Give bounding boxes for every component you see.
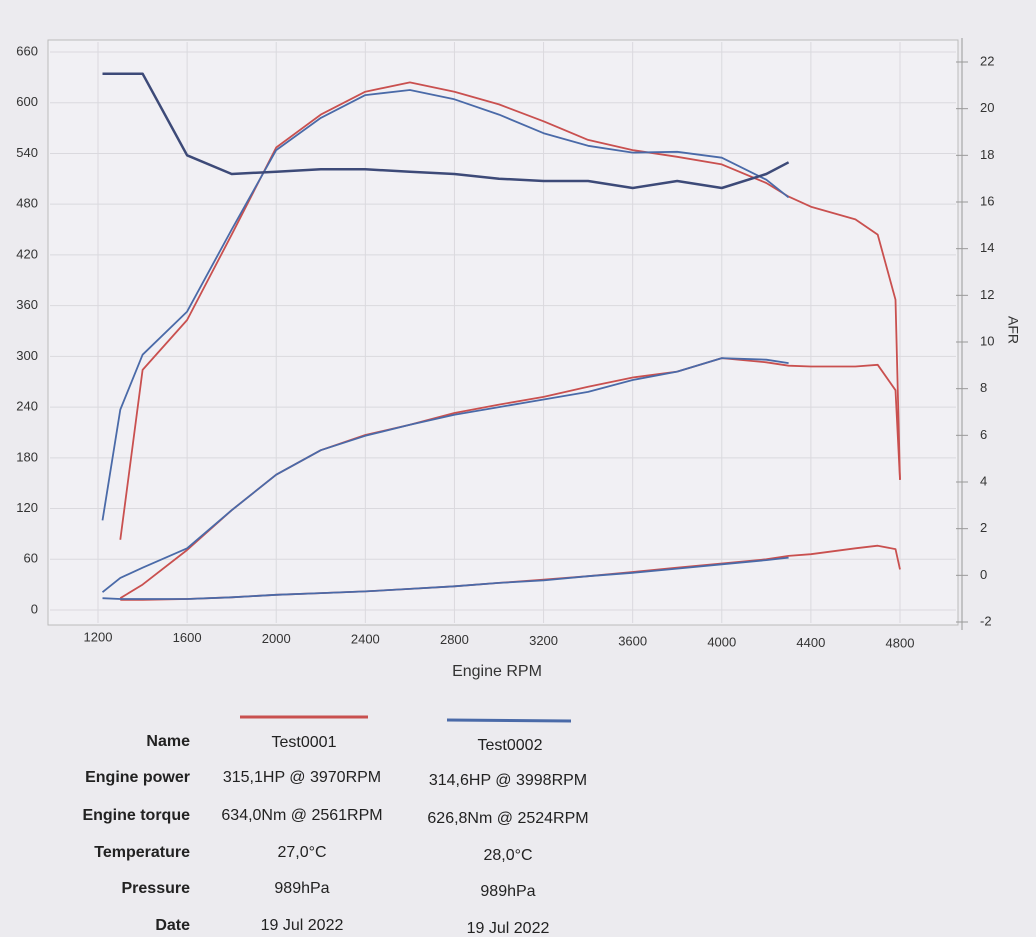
series-line (101, 357, 789, 593)
x-tick-label: 1200 (84, 629, 113, 644)
series-line (102, 556, 789, 600)
table-label: Date (155, 917, 190, 934)
series-line (102, 72, 790, 190)
table-cell: 28,0°C (483, 847, 532, 864)
y-tick-label: 0 (31, 601, 38, 616)
table-cell: 626,8Nm @ 2524RPM (427, 810, 588, 827)
table-cell: 989hPa (480, 883, 535, 900)
y-tick-label: 300 (16, 348, 38, 363)
x-tick-label: 4800 (886, 636, 915, 651)
legend-swatch (446, 718, 572, 723)
table-cell: 19 Jul 2022 (467, 920, 550, 937)
y2-tick-label: 18 (980, 147, 994, 162)
y2-tick-label: 8 (980, 380, 987, 395)
y2-tick-label: 12 (980, 287, 994, 302)
y-tick-label: 120 (16, 500, 38, 515)
y2-tick-label: 20 (980, 100, 994, 115)
x-tick-label: 4000 (707, 634, 736, 649)
y2-tick-label: 0 (980, 567, 987, 582)
table-label: Engine torque (82, 807, 190, 824)
y-tick-label: 480 (16, 196, 38, 211)
y2-tick-label: 14 (980, 240, 994, 255)
x-tick-label: 4400 (796, 635, 825, 650)
table-cell: 634,0Nm @ 2561RPM (221, 807, 382, 824)
x-axis-label: Engine RPM (452, 663, 542, 680)
table-label: Engine power (85, 769, 190, 786)
table-cell: 989hPa (274, 880, 329, 897)
x-tick-label: 2400 (351, 632, 380, 647)
x-tick-label: 2800 (440, 632, 469, 647)
y2-tick-label: 10 (980, 333, 994, 348)
y-tick-label: 600 (16, 94, 38, 109)
legend-label: Test0002 (478, 737, 543, 754)
y2-axis-label: AFR (1005, 316, 1021, 344)
table-cell: 19 Jul 2022 (261, 917, 344, 934)
table-cell: 315,1HP @ 3970RPM (223, 769, 381, 786)
y-tick-label: 420 (16, 246, 38, 261)
x-tick-label: 1600 (173, 630, 202, 645)
y2-tick-label: 6 (980, 427, 987, 442)
y2-tick-label: 22 (980, 53, 994, 68)
y2-tick-label: -2 (980, 613, 992, 628)
table-label: Pressure (122, 880, 191, 897)
y-tick-label: 360 (16, 297, 38, 312)
y-tick-label: 180 (16, 449, 38, 464)
series-line (101, 89, 790, 521)
table-label: Temperature (94, 844, 190, 861)
x-tick-label: 3600 (618, 634, 647, 649)
y-tick-label: 60 (24, 551, 38, 566)
x-tick-label: 3200 (529, 633, 558, 648)
x-tick-label: 2000 (262, 631, 291, 646)
y2-tick-label: 4 (980, 473, 987, 488)
y-tick-label: 660 (16, 43, 38, 58)
table-cell: 27,0°C (277, 844, 326, 861)
y2-tick-label: 16 (980, 193, 994, 208)
table-label: Name (146, 733, 190, 750)
legend-label: Test0001 (272, 734, 337, 751)
plot-frame (47, 39, 959, 626)
y-tick-label: 240 (16, 399, 38, 414)
y-tick-label: 540 (16, 145, 38, 160)
y2-tick-label: 2 (980, 520, 987, 535)
table-cell: 314,6HP @ 3998RPM (429, 772, 587, 789)
